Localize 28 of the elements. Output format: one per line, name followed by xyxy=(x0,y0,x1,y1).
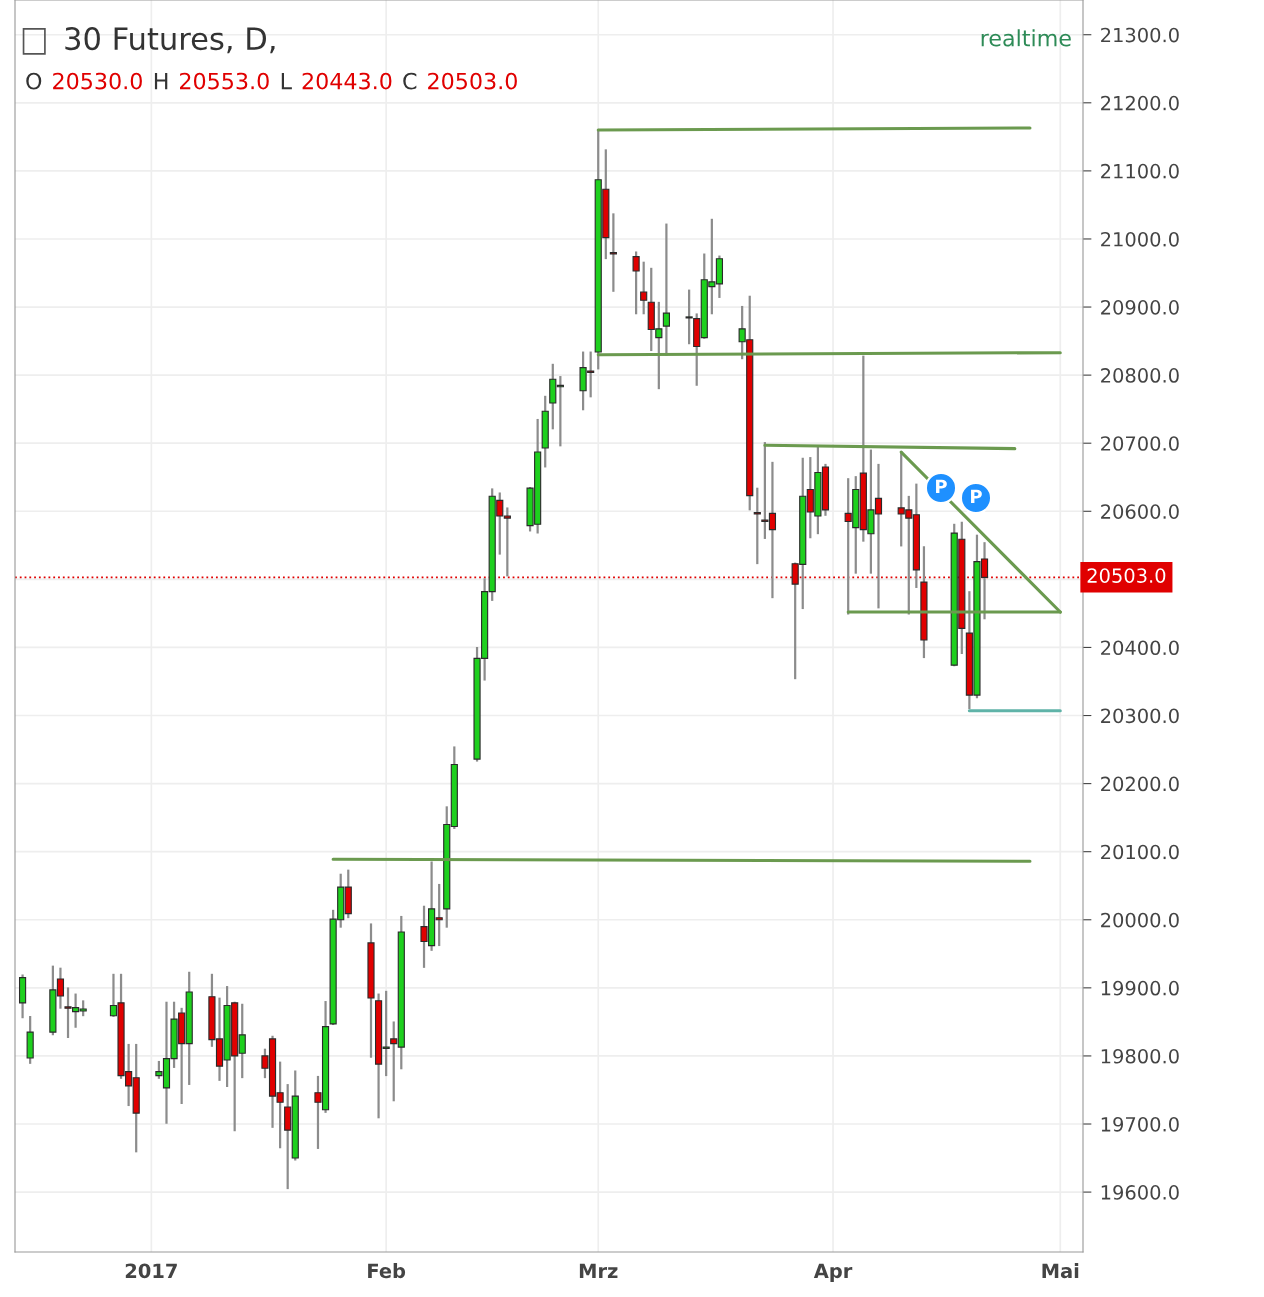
y-tick-label: 21200.0 xyxy=(1101,95,1179,111)
y-tick-label: 20400.0 xyxy=(1101,640,1179,656)
x-tick-label: Mai xyxy=(1042,1263,1079,1279)
y-tick-label: 21100.0 xyxy=(1101,163,1179,179)
y-tick-label: 19900.0 xyxy=(1101,980,1179,996)
y-tick-label: 21300.0 xyxy=(1101,27,1179,43)
annotation: O 20530.0 H 20553.0 L 20443.0 C 20503.0 xyxy=(26,72,517,90)
y-tick-label: 19800.0 xyxy=(1101,1048,1179,1064)
y-tick-label: 21000.0 xyxy=(1101,231,1179,247)
ref-line-label: 20503.0 xyxy=(1087,568,1166,583)
y-tick-label: 20700.0 xyxy=(1101,436,1179,451)
annotation: realtime xyxy=(981,29,1071,47)
x-tick-label: Feb xyxy=(368,1263,406,1279)
y-tick-label: 20000.0 xyxy=(1101,912,1179,928)
x-tick-label: Mrz xyxy=(579,1263,618,1278)
y-tick-label: 20300.0 xyxy=(1101,708,1179,724)
y-tick-label: 20200.0 xyxy=(1101,776,1179,792)
y-tick-label: 20100.0 xyxy=(1101,844,1179,860)
y-tick-label: 20900.0 xyxy=(1101,300,1179,315)
x-tick-label: 2017 xyxy=(125,1263,177,1279)
y-tick-label: 20600.0 xyxy=(1101,504,1179,519)
annotation: P xyxy=(936,479,947,493)
y-tick-label: 19600.0 xyxy=(1101,1185,1179,1200)
x-tick-label: Apr xyxy=(813,1263,853,1282)
annotation: P xyxy=(971,489,982,503)
y-tick-label: 20800.0 xyxy=(1101,368,1179,383)
y-tick-label: 19700.0 xyxy=(1101,1116,1179,1132)
text: 30 Futures, D, xyxy=(65,27,275,54)
